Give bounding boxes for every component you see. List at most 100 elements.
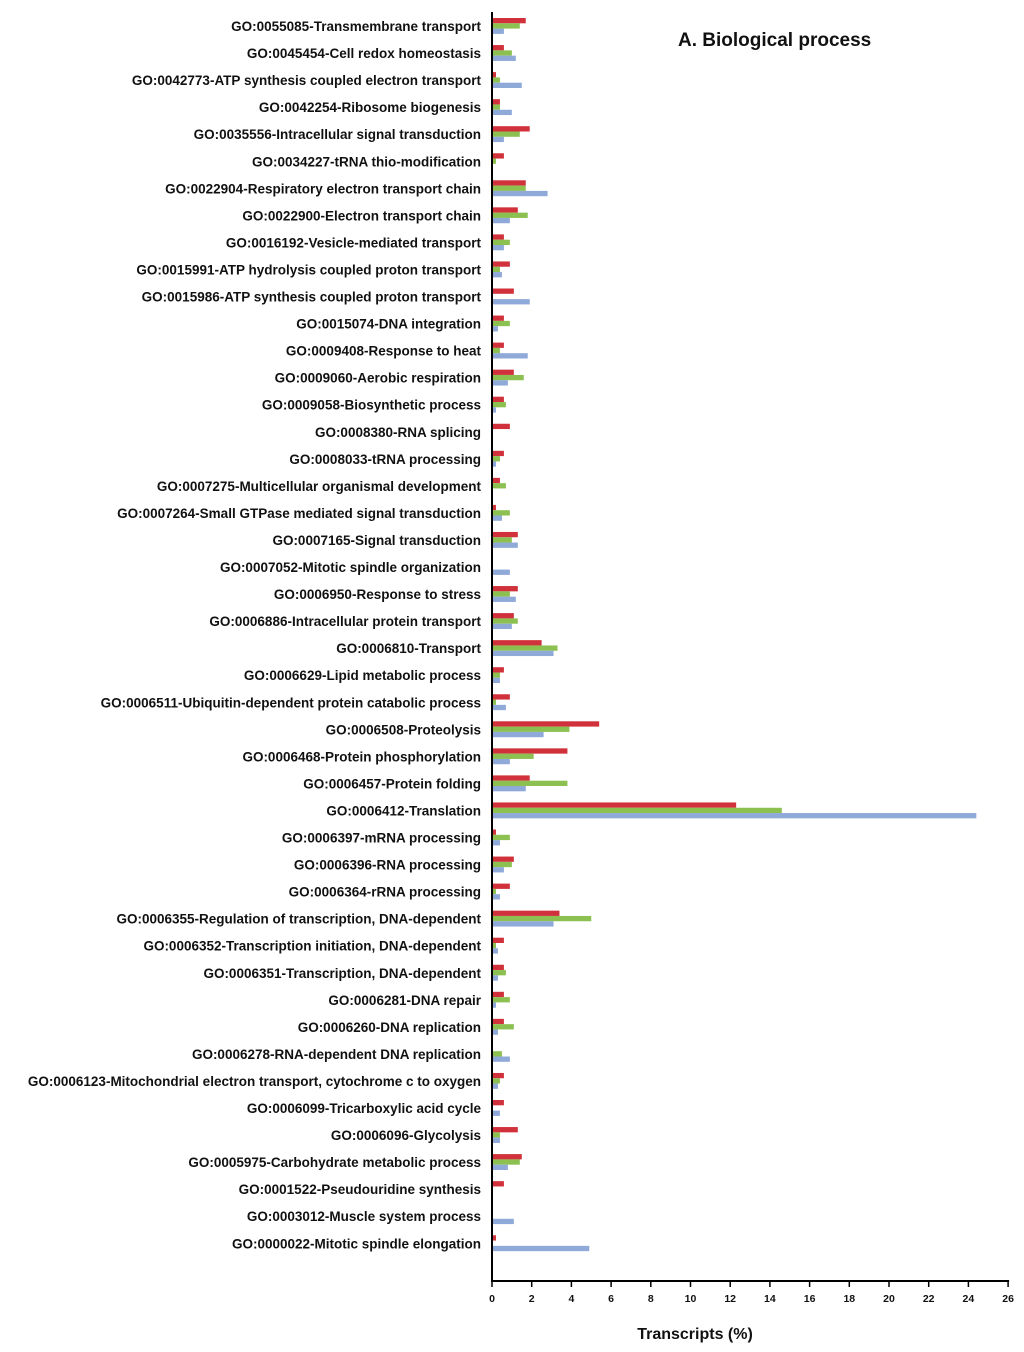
x-tick-label: 6 [608, 1293, 614, 1305]
bar-green [492, 537, 512, 543]
bar-green [492, 699, 496, 705]
bar-blue [492, 731, 544, 738]
bar-blue [492, 542, 518, 548]
bar-green [492, 23, 520, 29]
bar-red [492, 315, 504, 321]
bar-green [492, 834, 510, 841]
bar-blue [492, 1110, 500, 1116]
bar-red [492, 829, 496, 835]
category-label: GO:0015991-ATP hydrolysis coupled proton… [136, 262, 481, 277]
bar-red [492, 234, 504, 240]
category-label: GO:0006123-Mitochondrial electron transp… [28, 1074, 481, 1089]
x-tick-label: 10 [685, 1293, 697, 1305]
bar-green [492, 456, 500, 462]
bar-blue [492, 1029, 498, 1035]
x-tick-label: 12 [724, 1293, 736, 1305]
bar-red [492, 775, 530, 781]
bar-green [492, 50, 512, 56]
category-label: GO:0006810-Transport [336, 641, 481, 656]
bar-blue [492, 1002, 496, 1008]
bar-red [492, 910, 560, 916]
category-label: GO:0006352-Transcription initiation, DNA… [143, 939, 481, 954]
bar-green [492, 239, 510, 245]
bar-blue [492, 867, 504, 873]
bar-blue [492, 353, 528, 359]
bar-red [492, 1100, 504, 1106]
bar-green [492, 888, 496, 895]
bar-green [492, 131, 520, 137]
category-label: GO:0009408-Response to heat [286, 344, 482, 359]
bar-red [492, 721, 600, 727]
bar-red [492, 694, 510, 700]
category-label: GO:0042773-ATP synthesis coupled electro… [132, 73, 482, 88]
bar-blue [492, 1083, 498, 1089]
bar-blue [492, 299, 530, 305]
category-label: GO:0006457-Protein folding [303, 776, 481, 791]
bar-blue [492, 380, 508, 386]
bar-red [492, 18, 526, 24]
bar-blue [492, 1164, 508, 1170]
category-label: GO:0016192-Vesicle-mediated transport [226, 235, 482, 250]
category-label: GO:0022900-Electron transport chain [242, 208, 481, 223]
bar-red [492, 640, 542, 646]
bar-blue [492, 677, 500, 684]
category-label: GO:0015986-ATP synthesis coupled proton … [142, 290, 482, 305]
bar-blue [492, 596, 516, 602]
category-label: GO:0055085-Transmembrane transport [231, 19, 481, 34]
bar-green [492, 591, 510, 597]
bar-blue [492, 407, 496, 413]
category-label: GO:0045454-Cell redox homeostasis [247, 46, 481, 61]
category-label: GO:0006364-rRNA processing [289, 885, 481, 900]
category-label: GO:0006281-DNA repair [328, 993, 481, 1008]
x-tick-label: 2 [529, 1293, 535, 1305]
bar-green [492, 104, 500, 110]
bar-red [492, 748, 568, 754]
category-label: GO:0007264-Small GTPase mediated signal … [117, 506, 481, 521]
category-label: GO:0001522-Pseudouridine synthesis [239, 1182, 481, 1197]
bar-green [492, 374, 524, 381]
bar-green [492, 347, 500, 354]
bar-blue [492, 515, 502, 521]
category-label: GO:0006099-Tricarboxylic acid cycle [247, 1101, 482, 1116]
category-label: GO:0006629-Lipid metabolic process [244, 668, 481, 683]
x-tick-label: 8 [648, 1293, 654, 1305]
bar-blue [492, 1056, 510, 1062]
bar-red [492, 477, 500, 484]
category-label: GO:0015074-DNA integration [296, 317, 481, 332]
category-label: GO:0008380-RNA splicing [315, 425, 481, 440]
x-tick-label: 22 [923, 1293, 935, 1305]
bar-red [492, 450, 504, 457]
bar-green [492, 212, 528, 218]
bar-red [492, 207, 518, 213]
category-label: GO:0009060-Aerobic respiration [275, 371, 481, 386]
category-label: GO:0006508-Proteolysis [326, 722, 481, 737]
x-tick-label: 26 [1002, 1293, 1014, 1305]
bar-red [492, 45, 504, 51]
category-label: GO:0006412-Translation [326, 803, 481, 818]
bar-blue [492, 813, 977, 819]
bar-green [492, 1051, 502, 1057]
bar-green [492, 780, 568, 786]
x-axis: 0 2 4 6 8 10 12 14 16 18 20 22 24 26 [489, 1280, 1014, 1305]
bar-blue [492, 217, 510, 224]
category-label: GO:0003012-Muscle system process [247, 1209, 481, 1224]
x-tick-label: 20 [883, 1293, 895, 1305]
bar-red [492, 153, 504, 159]
bar-green [492, 483, 506, 489]
bar-red [492, 667, 504, 673]
bar-green [492, 185, 526, 191]
category-label: GO:0007275-Multicellular organismal deve… [157, 479, 482, 494]
bar-blue [492, 1245, 590, 1252]
bar-red [492, 1181, 504, 1187]
category-label: GO:0006096-Glycolysis [331, 1128, 481, 1143]
bar-red [492, 883, 510, 889]
category-label: GO:0006396-RNA processing [294, 858, 481, 873]
bar-red [492, 1072, 504, 1079]
category-label: GO:0042254-Ribosome biogenesis [259, 100, 481, 115]
bar-red [492, 504, 496, 511]
category-label: GO:0022904-Respiratory electron transpor… [165, 181, 481, 196]
bar-blue [492, 245, 504, 251]
x-tick-label: 0 [489, 1293, 495, 1305]
bar-green [492, 77, 500, 83]
bar-green [492, 1024, 514, 1030]
